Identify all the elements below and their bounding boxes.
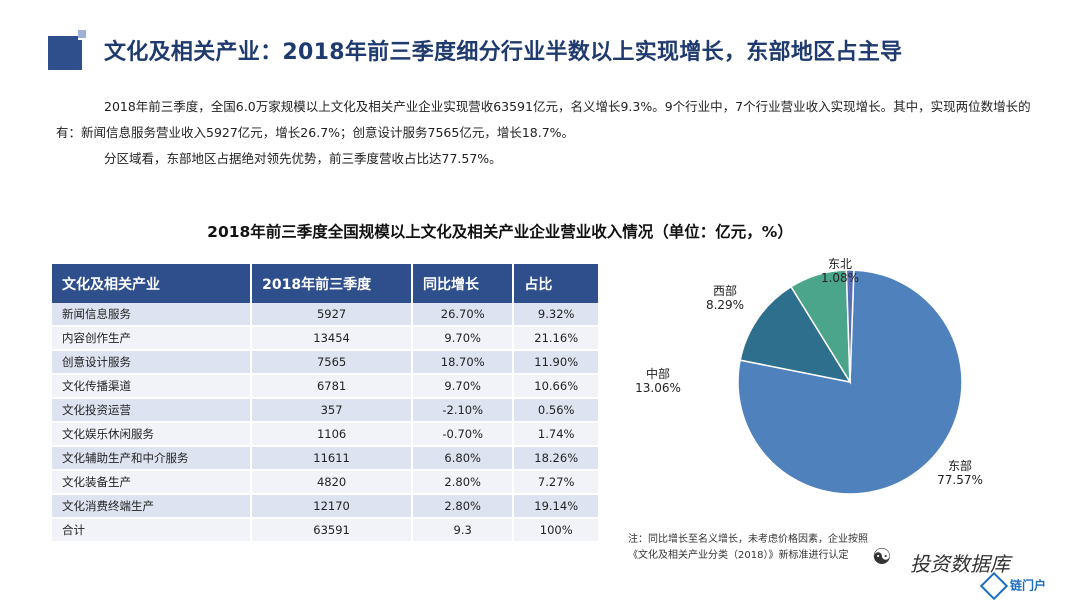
table-row: 创意设计服务 7565 18.70% 11.90%: [52, 350, 600, 375]
table-cell: 新闻信息服务: [52, 303, 253, 327]
table-cell: 合计: [52, 518, 253, 543]
table-row: 文化装备生产 4820 2.80% 7.27%: [52, 470, 600, 495]
table-cell: 10.66%: [513, 374, 600, 399]
title-accent-icon: [78, 30, 86, 38]
table-cell: 63591: [251, 518, 413, 543]
table-cell: 18.26%: [513, 446, 600, 471]
pie-label: 东部: [948, 458, 972, 473]
table-cell: 11.90%: [513, 350, 600, 375]
table-cell: 13454: [251, 326, 413, 351]
table-cell: 18.70%: [412, 350, 515, 375]
table-cell: 5927: [251, 303, 413, 327]
table-cell: 9.70%: [412, 326, 515, 351]
table-cell: 357: [251, 398, 413, 423]
pie-label: 西部: [713, 283, 737, 298]
table-cell: 2.80%: [412, 470, 515, 495]
table-row: 文化辅助生产和中介服务 11611 6.80% 18.26%: [52, 446, 600, 471]
chart-title: 2018年前三季度全国规模以上文化及相关产业企业营业收入情况（单位：亿元，%）: [207, 223, 793, 241]
table-row: 文化传播渠道 6781 9.70% 10.66%: [52, 374, 600, 399]
table-cell: 9.3: [412, 518, 515, 543]
footnote: 注：同比增长至名义增长，未考虑价格因素，企业按照《文化及相关产业分类（2018）…: [628, 534, 868, 561]
table-cell: 12170: [251, 494, 413, 519]
table-cell: -0.70%: [412, 422, 515, 447]
table-cell: 9.70%: [412, 374, 515, 399]
table-row: 内容创作生产 13454 9.70% 21.16%: [52, 326, 600, 351]
revenue-table: 文化及相关产业 2018年前三季度 同比增长 占比 新闻信息服务 5927 26.7…: [52, 264, 600, 543]
table-row: 合计 63591 9.3 100%: [52, 518, 600, 543]
table-cell: 内容创作生产: [52, 326, 253, 351]
table-header-cell: 2018年前三季度: [251, 264, 413, 303]
table-cell: 21.16%: [513, 326, 600, 351]
table-header-row: 文化及相关产业 2018年前三季度 同比增长 占比: [52, 264, 600, 303]
table-cell: 19.14%: [513, 494, 600, 519]
table-cell: 文化投资运营: [52, 398, 253, 423]
logo-icon: [979, 571, 1009, 601]
title-square-icon: [48, 28, 90, 70]
wechat-icon: ☯: [872, 545, 892, 570]
table-cell: 文化消费终端生产: [52, 494, 253, 519]
pie-value-label: 1.08%: [821, 271, 859, 285]
table-header-cell: 占比: [513, 264, 600, 303]
pie-value-label: 13.06%: [635, 381, 681, 395]
intro-paragraph: 2018年前三季度，全国6.0万家规模以上文化及相关产业企业实现营收63591亿…: [56, 99, 1031, 140]
table-cell: 文化传播渠道: [52, 374, 253, 399]
table-cell: 1.74%: [513, 422, 600, 447]
table-cell: 11611: [251, 446, 413, 471]
table-cell: 0.56%: [513, 398, 600, 423]
pie-label: 中部: [646, 366, 670, 381]
table-cell: 9.32%: [513, 303, 600, 327]
table-row: 新闻信息服务 5927 26.70% 9.32%: [52, 303, 600, 327]
table-cell: 7.27%: [513, 470, 600, 495]
table-row: 文化消费终端生产 12170 2.80% 19.14%: [52, 494, 600, 519]
table-header-cell: 同比增长: [412, 264, 515, 303]
pie-label: 东北: [828, 257, 852, 271]
pie-slice: [739, 285, 852, 384]
logo-text: 链门户: [1010, 578, 1047, 593]
table-header-cell: 文化及相关产业: [52, 264, 253, 303]
table-row: 文化娱乐休闲服务 1106 -0.70% 1.74%: [52, 422, 600, 447]
table-cell: 26.70%: [412, 303, 515, 327]
pie-value-label: 77.57%: [937, 473, 983, 487]
table-cell: 6781: [251, 374, 413, 399]
table-cell: 文化辅助生产和中介服务: [52, 446, 253, 471]
logo: 链门户: [979, 571, 1047, 601]
table-cell: 2.80%: [412, 494, 515, 519]
table-cell: -2.10%: [412, 398, 515, 423]
page-title: 文化及相关产业：2018年前三季度细分行业半数以上实现增长，东部地区占主导: [104, 40, 903, 65]
pie-slice: [845, 269, 855, 383]
table-cell: 7565: [251, 350, 413, 375]
watermark-text: 投资数据库: [910, 552, 1010, 576]
table-cell: 4820: [251, 470, 413, 495]
table-cell: 100%: [513, 518, 600, 543]
table-cell: 1106: [251, 422, 413, 447]
table-cell: 文化装备生产: [52, 470, 253, 495]
table-row: 文化投资运营 357 -2.10% 0.56%: [52, 398, 600, 423]
table-cell: 创意设计服务: [52, 350, 253, 375]
pie-value-label: 8.29%: [706, 298, 744, 312]
table-cell: 6.80%: [412, 446, 515, 471]
region-paragraph: 分区域看，东部地区占据绝对领先优势，前三季度营收占比达77.57%。: [104, 151, 502, 166]
table-cell: 文化娱乐休闲服务: [52, 422, 253, 447]
